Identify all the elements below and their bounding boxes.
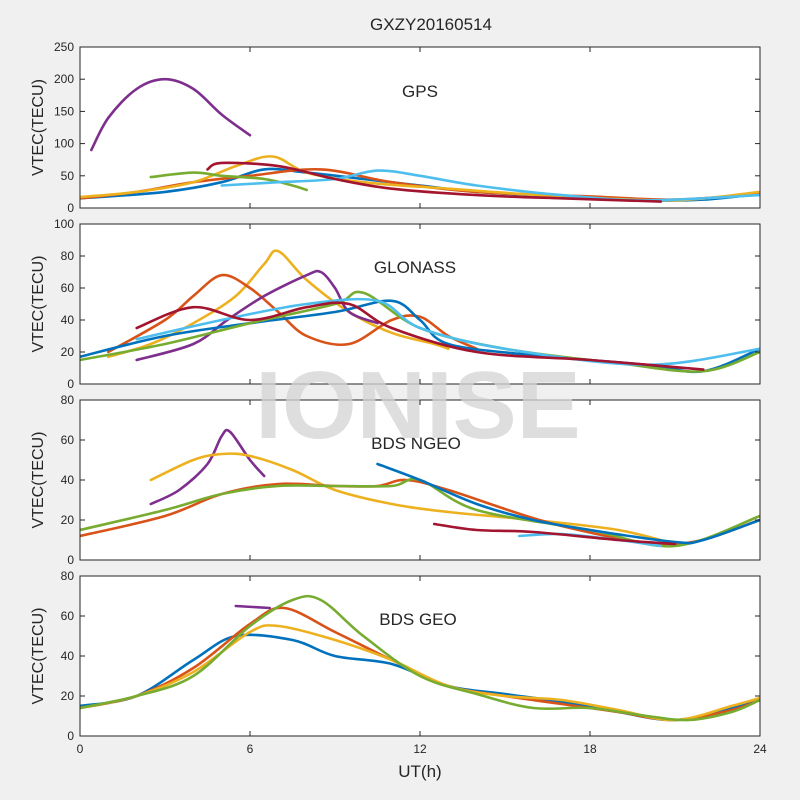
plot-area bbox=[80, 224, 760, 384]
y-tick-label: 40 bbox=[61, 313, 75, 327]
y-tick-label: 20 bbox=[61, 689, 75, 703]
panel-label: BDS GEO bbox=[379, 610, 456, 629]
panel-label: BDS NGEO bbox=[371, 434, 461, 453]
series-line-4 bbox=[80, 594, 760, 722]
y-tick-label: 80 bbox=[61, 569, 75, 583]
y-axis-label: VTEC(TECU) bbox=[30, 432, 47, 529]
panel-label: GPS bbox=[402, 82, 438, 101]
y-tick-label: 0 bbox=[67, 377, 74, 391]
panel-label: GLONASS bbox=[374, 258, 456, 277]
series-line-1 bbox=[149, 428, 266, 506]
y-tick-label: 20 bbox=[61, 513, 75, 527]
series-group bbox=[80, 594, 760, 722]
series-line-1 bbox=[90, 77, 252, 152]
x-tick-label: 6 bbox=[247, 742, 254, 756]
x-tick-label: 12 bbox=[413, 742, 427, 756]
y-tick-label: 50 bbox=[61, 169, 75, 183]
y-tick-label: 40 bbox=[61, 649, 75, 663]
series-line-3 bbox=[135, 269, 379, 362]
x-tick-label: 18 bbox=[583, 742, 597, 756]
panel-glonass: 0 20 40 60 80 100 VTEC(TECU) GLONASS bbox=[30, 217, 761, 391]
watermark-text: IONISE bbox=[255, 352, 580, 459]
series-line-2 bbox=[107, 273, 478, 354]
series-line-7 bbox=[206, 161, 663, 203]
y-tick-label: 60 bbox=[61, 433, 75, 447]
y-axis-label: VTEC(TECU) bbox=[30, 256, 47, 353]
x-tick-label: 0 bbox=[77, 742, 84, 756]
y-tick-label: 200 bbox=[54, 72, 74, 86]
panel-gps: 0 50 100 150 200 250 VTEC(TECU) GPS bbox=[30, 40, 761, 215]
x-tick-label: 24 bbox=[753, 742, 767, 756]
y-axis-label: VTEC(TECU) bbox=[30, 608, 47, 705]
series-group bbox=[80, 428, 760, 548]
series-line-5 bbox=[149, 171, 308, 192]
panel-bds-ngeo: 0 20 40 60 80 VTEC(TECU) BDS NGEO bbox=[30, 393, 761, 567]
series-group bbox=[80, 77, 760, 203]
series-line-5 bbox=[376, 462, 760, 545]
y-tick-label: 60 bbox=[61, 281, 75, 295]
y-axis-label: VTEC(TECU) bbox=[30, 79, 47, 176]
y-tick-label: 60 bbox=[61, 609, 75, 623]
series-line-5 bbox=[234, 604, 272, 610]
y-tick-label: 0 bbox=[67, 553, 74, 567]
y-tick-label: 80 bbox=[61, 249, 75, 263]
figure-title: GXZY20160514 bbox=[370, 15, 492, 34]
y-tick-label: 80 bbox=[61, 393, 75, 407]
series-line-7 bbox=[135, 301, 705, 371]
y-tick-label: 40 bbox=[61, 473, 75, 487]
panel-bds-geo: 0 20 40 60 80 0 6 12 18 24 VTEC(TECU) BDS GEO bbox=[30, 569, 767, 756]
series-line-2 bbox=[149, 452, 677, 546]
y-tick-label: 0 bbox=[67, 729, 74, 743]
y-tick-label: 100 bbox=[54, 137, 74, 151]
plot-area bbox=[80, 576, 760, 736]
y-tick-label: 150 bbox=[54, 104, 74, 118]
series-group bbox=[80, 249, 760, 374]
y-tick-label: 20 bbox=[61, 345, 75, 359]
y-tick-label: 100 bbox=[54, 217, 74, 231]
series-line-5 bbox=[80, 290, 760, 373]
x-axis-label: UT(h) bbox=[398, 762, 441, 781]
series-line-7 bbox=[432, 522, 677, 546]
y-tick-label: 0 bbox=[67, 201, 74, 215]
y-tick-label: 250 bbox=[54, 40, 74, 54]
